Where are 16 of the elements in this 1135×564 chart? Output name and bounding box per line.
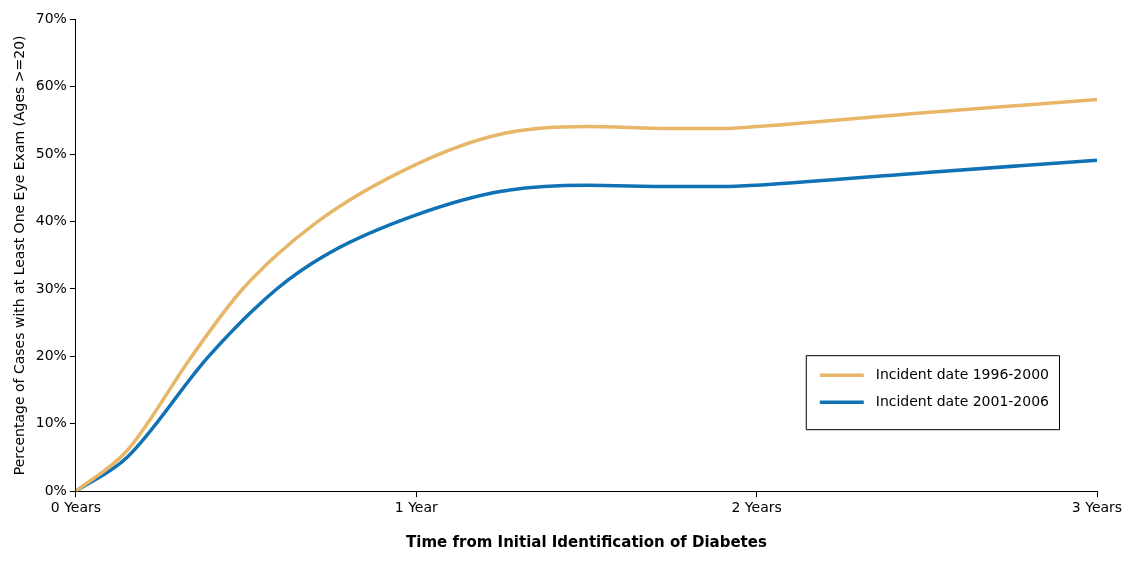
y-tick-label: 0% (44, 481, 67, 498)
legend-label: Incident date 2001-2006 (875, 392, 1050, 409)
x-tick-label: 1 Year (394, 499, 439, 516)
y-axis-title: Percentage of Cases with at Least One Eye Exam (Ages >=20) (11, 35, 28, 476)
y-tick-label: 50% (35, 144, 67, 161)
y-tick-label: 60% (35, 77, 67, 94)
y-tick-label: 40% (35, 212, 67, 229)
y-tick-label: 70% (35, 10, 67, 27)
y-tick-label: 30% (35, 279, 67, 296)
x-axis-title: Time from Initial Identification of Diabetes (406, 532, 767, 551)
x-tick-label: 2 Years (731, 499, 782, 516)
legend-label: Incident date 1996-2000 (875, 365, 1049, 382)
y-tick-label: 10% (35, 414, 67, 431)
y-tick-label: 20% (35, 347, 67, 364)
x-tick-label: 0 Years (50, 499, 102, 516)
x-tick-label: 3 Years (1071, 499, 1123, 516)
